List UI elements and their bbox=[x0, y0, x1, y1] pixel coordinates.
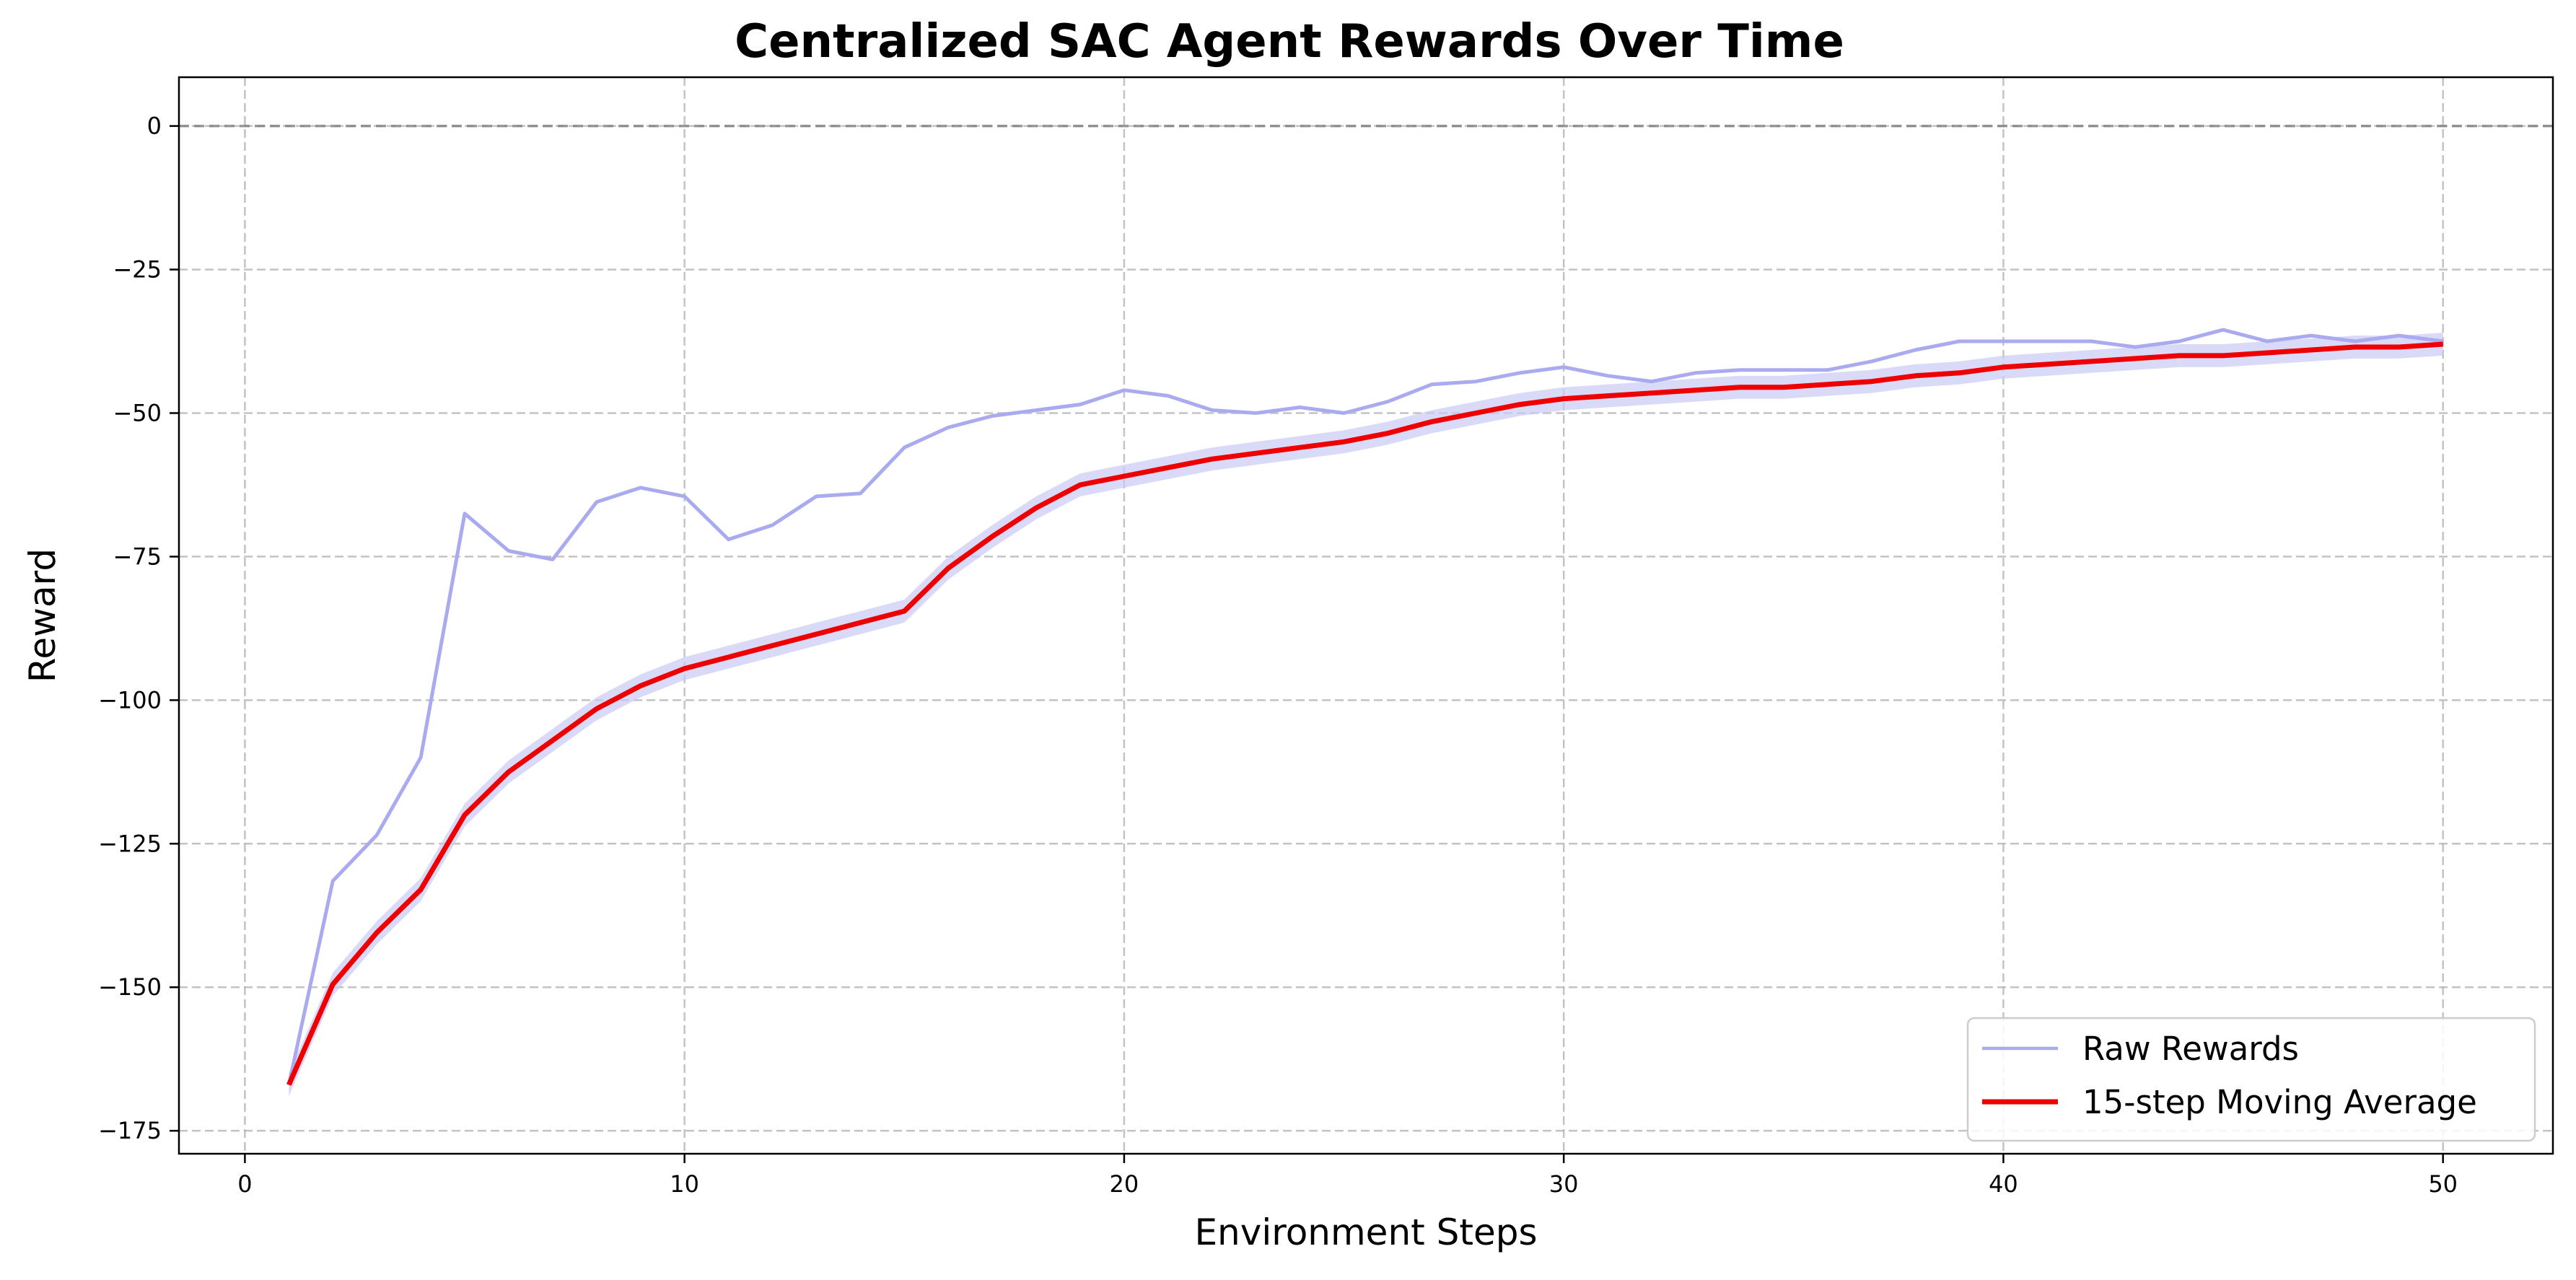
y-tick-label: −125 bbox=[98, 830, 162, 857]
chart-title: Centralized SAC Agent Rewards Over Time bbox=[735, 15, 1844, 69]
x-tick-label: 0 bbox=[237, 1170, 252, 1198]
y-axis-label: Reward bbox=[22, 548, 63, 683]
raw-rewards-line bbox=[286, 328, 2444, 1086]
x-axis-ticks: 0 10 20 30 40 50 bbox=[237, 1154, 2458, 1198]
y-tick-label: −175 bbox=[98, 1117, 162, 1144]
legend-avg-label: 15-step Moving Average bbox=[2082, 1083, 2477, 1121]
x-tick-label: 20 bbox=[1110, 1170, 1139, 1198]
legend: Raw Rewards 15-step Moving Average bbox=[1966, 1017, 2536, 1142]
plot-area-frame bbox=[178, 76, 2554, 1155]
y-tick-label: −150 bbox=[98, 973, 162, 1001]
grid bbox=[179, 77, 2553, 1154]
y-tick-label: 0 bbox=[147, 113, 162, 140]
y-axis-ticks: 0 −25 −50 −75 −100 −125 −150 −175 bbox=[98, 113, 179, 1144]
y-tick-label: −100 bbox=[98, 686, 162, 714]
y-tick-label: −75 bbox=[113, 543, 162, 570]
legend-box bbox=[1966, 1017, 2536, 1142]
x-tick-label: 50 bbox=[2428, 1170, 2458, 1198]
legend-raw-label: Raw Rewards bbox=[2082, 1030, 2299, 1068]
moving-average-line bbox=[286, 341, 2443, 1086]
x-tick-label: 30 bbox=[1549, 1170, 1579, 1198]
y-tick-label: −50 bbox=[113, 400, 162, 427]
series-lines bbox=[286, 328, 2444, 1086]
y-tick-label: −25 bbox=[113, 256, 162, 284]
x-tick-label: 40 bbox=[1989, 1170, 2018, 1198]
x-axis-label: Environment Steps bbox=[1194, 1211, 1537, 1253]
x-tick-label: 10 bbox=[670, 1170, 699, 1198]
